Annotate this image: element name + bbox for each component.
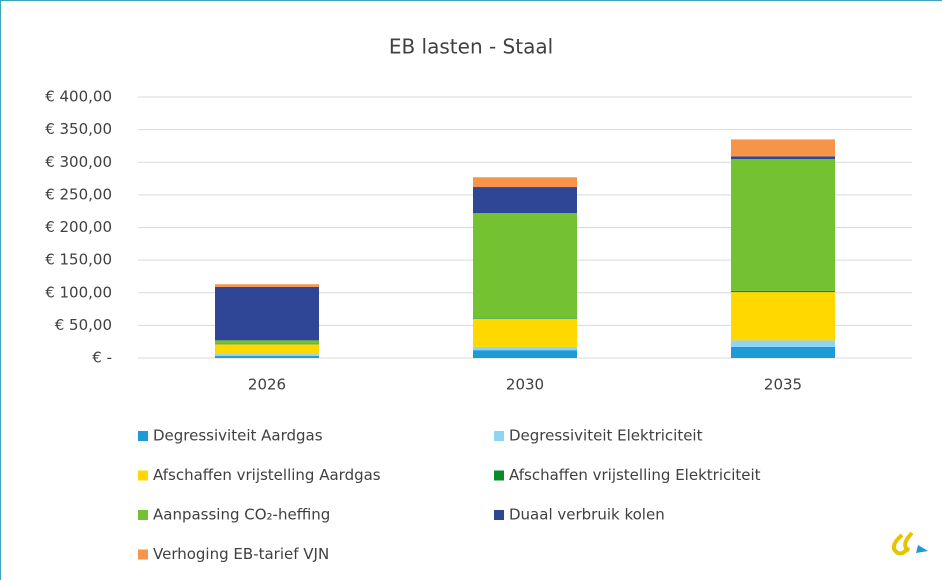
legend-label: Degressiviteit Aardgas (153, 427, 323, 445)
y-tick-label: € 400,00 (45, 88, 112, 106)
bar-segment (731, 340, 835, 347)
y-tick-label: € 250,00 (45, 185, 112, 203)
y-tick-label: € 100,00 (45, 283, 112, 301)
x-tick-label: 2030 (506, 376, 544, 394)
bar-segment (473, 318, 577, 347)
legend-label: Aanpassing CO₂-heffing (153, 506, 330, 524)
bar-segment (731, 290, 835, 293)
bar-segment (215, 286, 319, 341)
legend-label: Verhoging EB-tarief VJN (153, 545, 329, 563)
bar-segment (215, 356, 319, 358)
bar-segment (215, 343, 319, 345)
legend-label: Afschaffen vrijstelling Elektriciteit (509, 466, 761, 484)
legend-swatch (138, 549, 148, 560)
bar-segment (215, 354, 319, 357)
legend-swatch (494, 470, 504, 481)
bar-segment (731, 346, 835, 358)
legend-swatch (138, 431, 148, 441)
y-tick-label: € 350,00 (45, 120, 112, 138)
bar-segment (731, 158, 835, 291)
bar-segment (473, 350, 577, 358)
y-tick-label: € 300,00 (45, 153, 112, 171)
bar-segment (731, 156, 835, 159)
bar-segment (215, 344, 319, 355)
bar-segment (473, 177, 577, 188)
y-tick-label: € 50,00 (55, 316, 112, 334)
bar-segment (473, 318, 577, 319)
legend-swatch (494, 510, 504, 520)
legend-label: Degressiviteit Elektriciteit (509, 427, 703, 445)
legend-swatch (494, 431, 504, 441)
x-tick-label: 2026 (248, 376, 286, 394)
bar-segment (731, 139, 835, 157)
bar-segment (473, 213, 577, 319)
y-tick-label: € 200,00 (45, 218, 112, 236)
bar-segment (473, 346, 577, 351)
bar-segment (215, 340, 319, 344)
chart-title: EB lasten - Staal (389, 35, 553, 59)
legend-swatch (138, 510, 148, 520)
legend-label: Afschaffen vrijstelling Aardgas (153, 466, 381, 484)
y-tick-label: € 150,00 (45, 251, 112, 269)
bar-segment (731, 292, 835, 341)
logo (891, 531, 928, 556)
bar-segment (215, 284, 319, 287)
y-tick-label: € - (92, 349, 112, 367)
x-tick-label: 2035 (764, 376, 802, 394)
legend-swatch (138, 470, 148, 481)
legend-label: Duaal verbruik kolen (509, 506, 665, 524)
bar-segment (473, 187, 577, 214)
